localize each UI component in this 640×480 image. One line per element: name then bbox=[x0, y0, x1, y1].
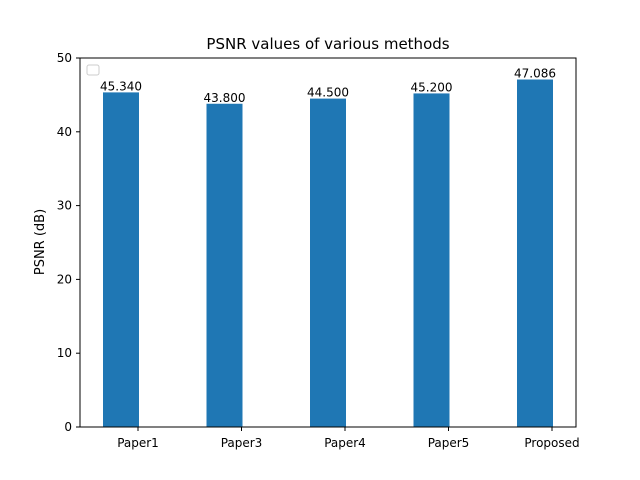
y-tick-label-0: 0 bbox=[64, 420, 72, 434]
x-tick-label-paper5: Paper5 bbox=[428, 436, 470, 450]
y-tick-label-10: 10 bbox=[57, 346, 72, 360]
y-tick-label-50: 50 bbox=[57, 51, 72, 65]
x-tick-label-paper3: Paper3 bbox=[221, 436, 263, 450]
chart-title: PSNR values of various methods bbox=[206, 35, 449, 53]
bar-series bbox=[103, 79, 553, 428]
data-label-paper5: 45.200 bbox=[411, 80, 453, 94]
x-tick-label-paper4: Paper4 bbox=[324, 436, 366, 450]
bar-proposed bbox=[517, 79, 553, 428]
y-tick-label-30: 30 bbox=[57, 199, 72, 213]
plot-frame bbox=[79, 57, 577, 428]
legend-box bbox=[86, 64, 100, 76]
data-label-paper4: 44.500 bbox=[307, 86, 349, 100]
y-tick-label-40: 40 bbox=[57, 125, 72, 139]
data-label-paper3: 43.800 bbox=[204, 91, 246, 105]
data-labels: 45.340 43.800 44.500 45.200 47.086 bbox=[100, 67, 556, 105]
x-tick-label-paper1: Paper1 bbox=[117, 436, 159, 450]
y-tick-label-20: 20 bbox=[57, 272, 72, 286]
x-tick-label-proposed: Proposed bbox=[524, 436, 579, 450]
data-label-paper1: 45.340 bbox=[100, 79, 142, 93]
data-label-proposed: 47.086 bbox=[514, 67, 556, 81]
bar-paper5 bbox=[413, 93, 450, 427]
bar-paper3 bbox=[206, 103, 243, 428]
x-axis: Paper1 Paper3 Paper4 Paper5 Proposed bbox=[117, 427, 580, 450]
y-axis-label: PSNR (dB) bbox=[33, 209, 48, 275]
y-axis: 0 10 20 30 40 50 bbox=[57, 51, 80, 434]
bar-paper1 bbox=[103, 92, 139, 427]
bar-paper4 bbox=[310, 98, 346, 427]
